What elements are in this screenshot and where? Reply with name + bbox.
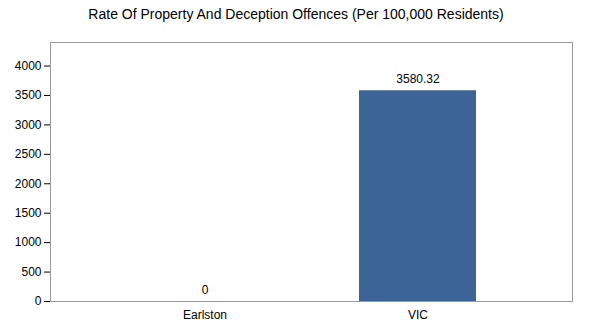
svg-text:3000: 3000 <box>15 118 42 132</box>
svg-text:Earlston: Earlston <box>183 308 227 322</box>
svg-text:2500: 2500 <box>15 147 42 161</box>
svg-text:0: 0 <box>202 283 209 297</box>
svg-text:1500: 1500 <box>15 206 42 220</box>
svg-text:1000: 1000 <box>15 235 42 249</box>
svg-text:500: 500 <box>21 265 41 279</box>
svg-text:4000: 4000 <box>15 59 42 73</box>
svg-text:3580.32: 3580.32 <box>396 72 440 86</box>
html-text:Rate Of Property And Deception: Rate Of Property And Deception Offences … <box>88 6 504 22</box>
svg-text:3500: 3500 <box>15 88 42 102</box>
svg-text:2000: 2000 <box>15 177 42 191</box>
svg-text:VIC: VIC <box>408 308 428 322</box>
svg-text:0: 0 <box>35 294 42 308</box>
